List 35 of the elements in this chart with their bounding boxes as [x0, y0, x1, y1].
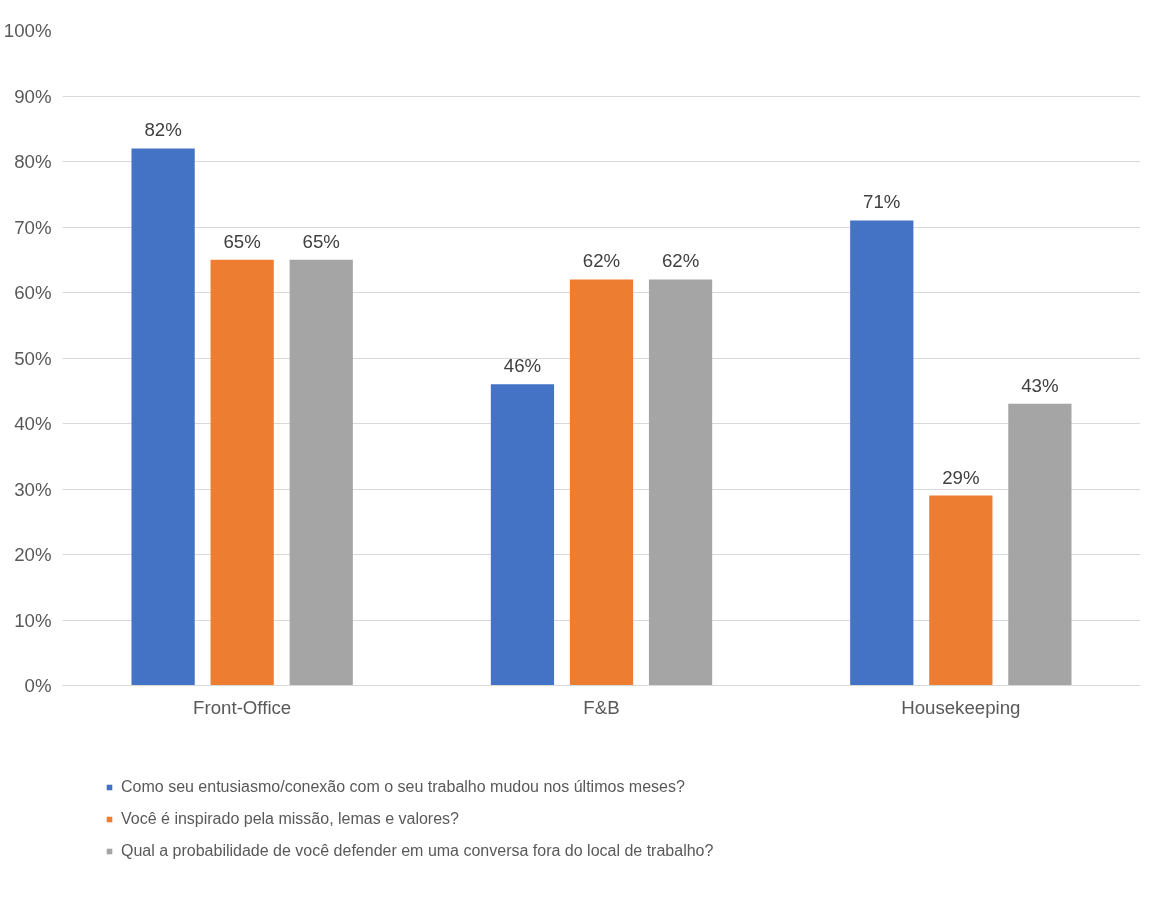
y-tick-label: 20%: [14, 544, 52, 565]
data-label: 29%: [942, 466, 980, 488]
x-tick-label: F&B: [583, 696, 620, 718]
y-tick-label: 100%: [3, 20, 52, 41]
data-label: 43%: [1021, 374, 1059, 396]
y-tick-label: 70%: [14, 216, 52, 238]
x-tick-label: Housekeeping: [901, 696, 1021, 718]
bar: [648, 279, 713, 686]
y-tick-label: 50%: [14, 347, 52, 369]
y-tick-label: 10%: [14, 609, 52, 631]
legend-label: Como seu entusiasmo/conexão com o seu trabalho mudou nos últimos meses?: [121, 778, 685, 796]
y-tick-label: 0%: [24, 675, 52, 696]
bar: [289, 259, 353, 686]
y-tick-label: 60%: [14, 282, 52, 303]
y-tick-label: 90%: [14, 85, 52, 107]
y-tick-label: 80%: [14, 151, 52, 172]
y-tick-label: 30%: [14, 478, 52, 500]
y-tick-label: 40%: [14, 413, 52, 434]
bar: [131, 148, 195, 686]
bar: [850, 220, 914, 686]
bar: [490, 384, 555, 686]
data-label: 46%: [503, 355, 542, 377]
bar: [929, 495, 993, 686]
data-label: 62%: [582, 250, 621, 272]
legend-label: Qual a probabilidade de você defender em uma conversa fora do local de trabalho?: [121, 842, 714, 860]
legend-label: Você é inspirado pela missão, lemas e valores?: [121, 810, 459, 828]
bar: [1008, 403, 1072, 686]
bar: [210, 259, 274, 686]
data-label: 82%: [144, 119, 182, 141]
data-label: 62%: [661, 250, 700, 272]
x-tick-label: Front-Office: [193, 696, 292, 718]
data-label: 65%: [223, 230, 261, 252]
data-label: 71%: [863, 191, 901, 213]
bar: [569, 279, 634, 686]
data-label: 65%: [302, 230, 340, 252]
